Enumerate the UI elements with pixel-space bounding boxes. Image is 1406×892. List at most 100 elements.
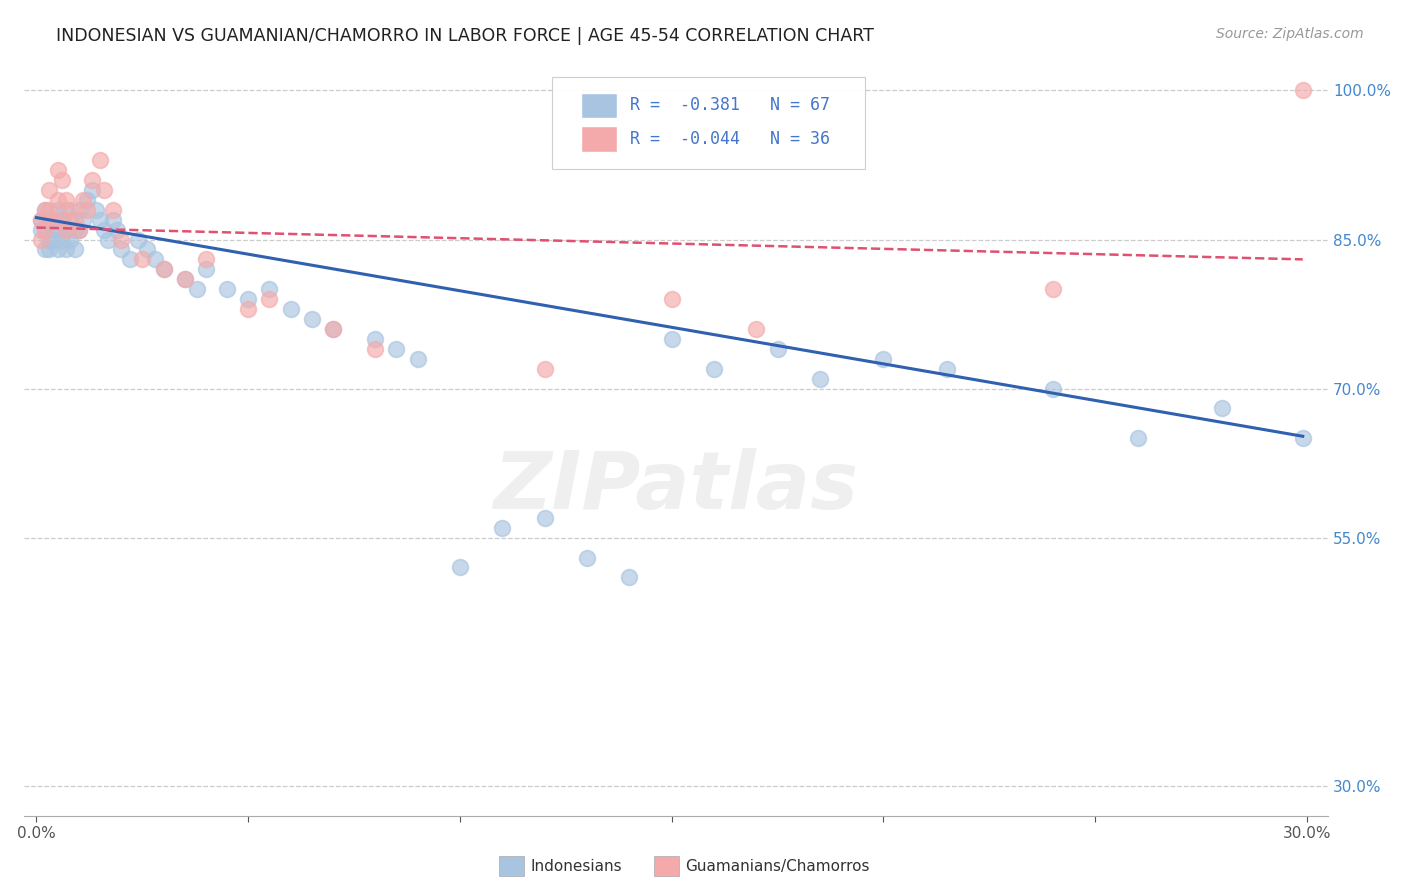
Point [80, 183, 103, 197]
Text: R =  -0.381   N = 67: R = -0.381 N = 67 [630, 96, 831, 114]
Point [143, 252, 166, 267]
Point [1292, 431, 1315, 445]
Text: Indonesians: Indonesians [530, 859, 621, 873]
Text: R =  -0.044   N = 36: R = -0.044 N = 36 [630, 129, 831, 148]
Point [1292, 83, 1315, 97]
Point [173, 272, 195, 286]
Point [34, 202, 56, 217]
Point [808, 371, 831, 385]
Point [72, 193, 94, 207]
Point [936, 361, 959, 376]
Point [84, 202, 107, 217]
Point [89, 212, 111, 227]
Point [135, 243, 157, 257]
Point [301, 312, 323, 326]
Point [105, 222, 128, 236]
Point [533, 361, 555, 376]
Point [238, 301, 260, 316]
Point [186, 282, 208, 296]
Point [766, 342, 789, 356]
Point [76, 193, 98, 207]
Point [34, 222, 56, 236]
Point [42, 222, 65, 236]
Point [38, 212, 60, 227]
Point [194, 252, 217, 267]
Point [364, 332, 387, 346]
Point [661, 292, 683, 306]
Point [38, 183, 60, 197]
Point [364, 342, 387, 356]
Point [46, 193, 69, 207]
Point [619, 570, 641, 584]
Point [872, 351, 894, 366]
Point [449, 560, 471, 574]
Point [30, 232, 52, 246]
Point [51, 232, 73, 246]
Point [55, 222, 77, 236]
Point [1126, 431, 1149, 445]
Point [385, 342, 408, 356]
Point [118, 252, 141, 267]
Point [322, 322, 344, 336]
Point [38, 232, 60, 246]
Point [51, 212, 73, 227]
Point [34, 222, 56, 236]
Point [97, 232, 120, 246]
Point [101, 202, 124, 217]
Point [30, 222, 52, 236]
Point [38, 243, 60, 257]
Point [46, 222, 69, 236]
Point [406, 351, 429, 366]
Point [55, 202, 77, 217]
Point [110, 232, 132, 246]
FancyBboxPatch shape [581, 93, 617, 118]
Point [34, 202, 56, 217]
Point [63, 222, 86, 236]
Point [322, 322, 344, 336]
Point [46, 202, 69, 217]
Point [127, 232, 149, 246]
Point [152, 262, 174, 277]
FancyBboxPatch shape [581, 127, 617, 152]
Point [491, 521, 513, 535]
Point [110, 243, 132, 257]
Point [1042, 282, 1064, 296]
Point [101, 212, 124, 227]
Point [46, 243, 69, 257]
Point [30, 212, 52, 227]
Point [63, 212, 86, 227]
Point [59, 232, 82, 246]
Text: ZIPatlas: ZIPatlas [494, 448, 859, 526]
Point [59, 202, 82, 217]
Point [38, 202, 60, 217]
Point [42, 212, 65, 227]
Point [51, 212, 73, 227]
Point [238, 292, 260, 306]
Point [55, 243, 77, 257]
Point [59, 212, 82, 227]
Point [173, 272, 195, 286]
Point [93, 222, 115, 236]
Point [661, 332, 683, 346]
Point [55, 222, 77, 236]
Point [30, 212, 52, 227]
Point [72, 212, 94, 227]
Point [215, 282, 238, 296]
Point [42, 212, 65, 227]
Point [131, 252, 153, 267]
Point [42, 232, 65, 246]
Text: Guamanians/Chamorros: Guamanians/Chamorros [685, 859, 869, 873]
Point [152, 262, 174, 277]
Point [67, 222, 90, 236]
Text: Source: ZipAtlas.com: Source: ZipAtlas.com [1216, 27, 1364, 41]
FancyBboxPatch shape [553, 78, 865, 169]
Point [67, 202, 90, 217]
Point [80, 173, 103, 187]
Point [63, 243, 86, 257]
Point [89, 153, 111, 167]
Point [1211, 401, 1233, 416]
Point [51, 173, 73, 187]
Point [259, 282, 281, 296]
Point [55, 193, 77, 207]
Point [1042, 382, 1064, 396]
